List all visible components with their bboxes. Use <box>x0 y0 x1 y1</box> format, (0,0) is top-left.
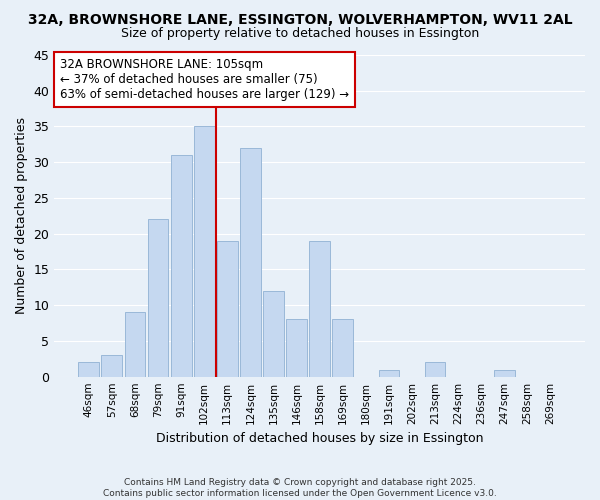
Bar <box>286 320 307 376</box>
Bar <box>125 312 145 376</box>
X-axis label: Distribution of detached houses by size in Essington: Distribution of detached houses by size … <box>156 432 484 445</box>
Bar <box>171 155 191 376</box>
Y-axis label: Number of detached properties: Number of detached properties <box>15 118 28 314</box>
Bar <box>240 148 261 376</box>
Bar <box>309 241 330 376</box>
Bar <box>425 362 445 376</box>
Bar <box>263 291 284 376</box>
Text: Size of property relative to detached houses in Essington: Size of property relative to detached ho… <box>121 28 479 40</box>
Bar <box>332 320 353 376</box>
Bar <box>217 241 238 376</box>
Bar <box>101 355 122 376</box>
Text: Contains HM Land Registry data © Crown copyright and database right 2025.
Contai: Contains HM Land Registry data © Crown c… <box>103 478 497 498</box>
Text: 32A, BROWNSHORE LANE, ESSINGTON, WOLVERHAMPTON, WV11 2AL: 32A, BROWNSHORE LANE, ESSINGTON, WOLVERH… <box>28 12 572 26</box>
Bar <box>194 126 215 376</box>
Bar <box>494 370 515 376</box>
Text: 32A BROWNSHORE LANE: 105sqm
← 37% of detached houses are smaller (75)
63% of sem: 32A BROWNSHORE LANE: 105sqm ← 37% of det… <box>59 58 349 101</box>
Bar <box>148 220 169 376</box>
Bar <box>79 362 99 376</box>
Bar <box>379 370 399 376</box>
